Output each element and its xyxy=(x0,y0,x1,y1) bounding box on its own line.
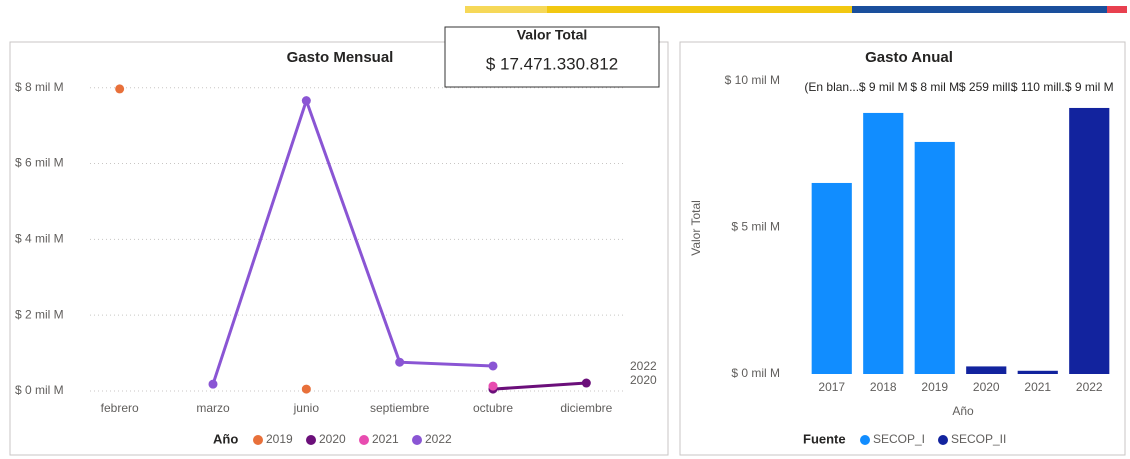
left-panel xyxy=(9,41,669,456)
x-tick-label: 2017 xyxy=(818,380,845,394)
legend-title: Año xyxy=(213,431,238,446)
end-label: 2022 xyxy=(630,359,657,373)
y-tick-label: $ 4 mil M xyxy=(15,232,64,246)
data-point xyxy=(581,378,591,388)
card-value: $ 17.471.330.812 xyxy=(486,54,618,73)
data-point xyxy=(488,381,498,391)
legend-marker xyxy=(412,435,422,445)
data-point xyxy=(488,361,498,371)
legend-label: SECOP_II xyxy=(951,432,1006,446)
plots: $ 0 mil M $ 2 mil M $ 4 mil M $ 6 mil M $ 8 … xyxy=(15,73,1114,446)
data-label: $ 8 mil M xyxy=(910,80,959,94)
x-tick-label: junio xyxy=(293,401,320,415)
x-axis-label: Año xyxy=(952,404,974,418)
chart-title: Gasto Mensual xyxy=(287,49,394,66)
legend-marker xyxy=(938,435,948,445)
y-tick-label: $ 0 mil M xyxy=(15,383,64,397)
card xyxy=(444,26,660,88)
data-point xyxy=(395,357,405,367)
data-label: $ 110 mill. xyxy=(1011,80,1065,94)
data-point xyxy=(115,84,125,94)
series-line xyxy=(211,96,494,385)
bar xyxy=(1017,370,1058,374)
bar xyxy=(1069,107,1110,375)
chart-title: Gasto Anual xyxy=(865,49,953,66)
x-tick-label: diciembre xyxy=(560,401,612,415)
x-tick-label: 2021 xyxy=(1024,380,1051,394)
legend-marker xyxy=(860,435,870,445)
bar xyxy=(863,112,904,374)
data-point xyxy=(301,384,311,394)
legend-marker xyxy=(306,435,316,445)
bar xyxy=(914,141,955,374)
data-label: $ 9 mil M xyxy=(1065,80,1114,94)
legend-label: SECOP_I xyxy=(873,432,925,446)
x-tick-label: 2022 xyxy=(1076,380,1103,394)
data-label: $ 9 mil M xyxy=(859,80,908,94)
legend-label: 2021 xyxy=(372,432,399,446)
legend-label: 2019 xyxy=(266,432,293,446)
legend-marker xyxy=(359,435,369,445)
y-tick-label: $ 2 mil M xyxy=(15,307,64,321)
y-tick-label: $ 8 mil M xyxy=(15,80,64,94)
x-tick-label: 2020 xyxy=(973,380,1000,394)
y-axis-label: Valor Total xyxy=(689,200,703,256)
data-label: $ 259 mill. xyxy=(959,80,1014,94)
x-tick-label: 2019 xyxy=(921,380,948,394)
y-tick-label: $ 5 mil M xyxy=(731,220,780,234)
y-tick-label: $ 0 mil M xyxy=(731,366,780,380)
y-tick-label: $ 6 mil M xyxy=(15,156,64,170)
legend-label: 2022 xyxy=(425,432,452,446)
data-point xyxy=(208,379,218,389)
x-tick-label: febrero xyxy=(101,401,139,415)
bar xyxy=(966,366,1007,374)
series-line xyxy=(492,381,587,391)
x-tick-label: marzo xyxy=(196,401,230,415)
right-panel xyxy=(679,41,1126,456)
data-point xyxy=(301,96,311,106)
legend-label: 2020 xyxy=(319,432,346,446)
end-label: 2020 xyxy=(630,373,657,387)
x-tick-label: septiembre xyxy=(370,401,430,415)
top-stripe xyxy=(465,6,1127,13)
y-tick-label: $ 10 mil M xyxy=(725,73,780,87)
card-title: Valor Total xyxy=(517,27,588,43)
annotation: (En blan... xyxy=(804,80,859,94)
x-tick-label: 2018 xyxy=(870,380,897,394)
bar xyxy=(811,182,852,374)
x-tick-label: octubre xyxy=(473,401,513,415)
legend-marker xyxy=(253,435,263,445)
legend-title: Fuente xyxy=(803,431,846,446)
